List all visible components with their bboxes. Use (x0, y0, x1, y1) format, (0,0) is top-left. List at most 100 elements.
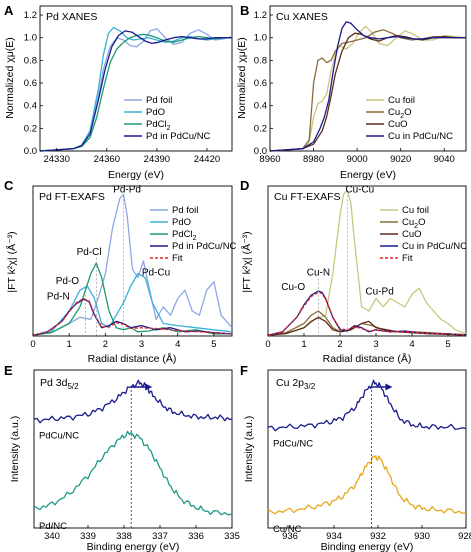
x-tick-label-f-0: 936 (282, 531, 298, 542)
ticks-group-c: 0 1 2 3 4 5 (30, 333, 217, 350)
legend-label-d-0: Cu foil (402, 205, 429, 216)
legend-label-c-3: Pd in PdCu/NC (172, 241, 237, 252)
x-tick-label-a-0: 24330 (43, 154, 69, 165)
panel-e: E Pd 3d5/2 340 339 338 337 336 335 PdCu/NC Pd/… (4, 363, 240, 552)
y-axis-label-a: Normalized χμ(E) (4, 37, 16, 119)
x-tick-label-d-4: 4 (409, 339, 414, 350)
panel-a: A Pd XANES 24330 24360 24390 24420 0.0 0.2 0.4… (4, 3, 233, 181)
series-line-d-3 (267, 290, 467, 336)
ticks-group-b: 8960 8980 9000 9020 9040 0.0 0.2 0.4 0.6 0.8 1.0 1.… (254, 10, 455, 165)
y-tick-label-b-0: 0.0 (254, 146, 267, 157)
peak-label-d-2: Cu-O (281, 282, 305, 293)
x-tick-label-e-4: 336 (188, 531, 204, 542)
x-tick-label-a-3: 24420 (194, 154, 220, 165)
xps-line-f-0 (267, 379, 467, 432)
y-tick-label-a-1: 0.2 (24, 123, 37, 134)
plot-frame-e (33, 369, 233, 529)
y-tick-label-b-3: 0.6 (254, 78, 267, 89)
legend-label-b-2: CuO (388, 119, 408, 130)
x-tick-label-d-5: 5 (445, 339, 450, 350)
y-tick-label-a-3: 0.6 (24, 78, 37, 89)
curve-label-f-0: PdCu/NC (273, 438, 313, 449)
legend-label-a-3: Pd in PdCu/NC (146, 131, 211, 142)
legend-label-c-1: PdO (172, 217, 191, 228)
x-tick-label-f-1: 934 (326, 531, 342, 542)
series-group-e (33, 379, 233, 528)
panel-title-c: Pd FT-EXAFS (39, 191, 105, 203)
x-tick-label-b-1: 8980 (303, 154, 324, 165)
curve-labels-e: PdCu/NC Pd/NC (39, 431, 79, 532)
legend-label-a-2: PdCl2 (146, 119, 171, 132)
y-tick-label-b-4: 0.8 (254, 55, 267, 66)
panel-letter-a: A (4, 3, 14, 18)
series-group-d (267, 189, 467, 336)
y-tick-label-a-0: 0.0 (24, 146, 37, 157)
y-tick-label-b-1: 0.2 (254, 123, 267, 134)
plot-frame-a (39, 5, 233, 152)
series-line-a-3 (39, 30, 232, 152)
peak-label-c-1: Pd-Cl (77, 247, 102, 258)
x-axis-label-a: Energy (eV) (108, 169, 164, 181)
x-tick-label-e-3: 337 (152, 531, 168, 542)
shift-arrow-head-f (385, 383, 393, 391)
curve-labels-f: PdCu/NC Cu/NC (273, 438, 313, 535)
x-tick-label-f-3: 930 (414, 531, 430, 542)
x-axis-label-d: Radial distance (Å) (323, 352, 412, 365)
panel-letter-b: B (240, 3, 249, 18)
legend-label-a-1: PdO (146, 107, 165, 118)
x-tick-label-e-0: 340 (44, 531, 60, 542)
legend-label-b-3: Cu in PdCu/NC (388, 131, 453, 142)
x-axis-label-f: Binding energy (eV) (321, 541, 414, 552)
peak-label-c-0: Pd-Pd (113, 184, 141, 195)
x-tick-label-b-3: 9020 (390, 154, 411, 165)
x-tick-label-c-0: 0 (30, 339, 35, 350)
x-tick-label-b-2: 9000 (347, 154, 368, 165)
panel-title-d: Cu FT-EXAFS (274, 191, 341, 203)
series-line-c-2 (32, 262, 232, 336)
y-tick-label-a-5: 1.0 (24, 33, 37, 44)
x-tick-label-e-1: 339 (80, 531, 96, 542)
peak-label-d-1: Cu-N (307, 268, 330, 279)
x-tick-label-f-4: 928 (458, 531, 471, 542)
panel-letter-d: D (240, 178, 249, 193)
x-tick-label-d-2: 2 (337, 339, 342, 350)
plot-frame-d (267, 185, 467, 337)
curve-label-f-1: Cu/NC (273, 524, 302, 535)
series-group-b (269, 21, 467, 152)
x-axis-label-e: Binding energy (eV) (87, 541, 180, 552)
panel-letter-c: C (4, 178, 14, 193)
peak-label-c-2: Pd-O (56, 276, 80, 287)
panel-letter-e: E (4, 363, 13, 378)
x-axis-label-b: Energy (eV) (340, 169, 396, 181)
panel-title-a: Pd XANES (46, 11, 97, 23)
curve-label-e-0: PdCu/NC (39, 431, 79, 442)
x-tick-label-c-5: 5 (211, 339, 216, 350)
xps-line-e-0 (33, 379, 233, 424)
x-tick-label-e-5: 335 (224, 531, 240, 542)
series-line-b-3 (269, 21, 466, 152)
panel-title-b: Cu XANES (276, 11, 328, 23)
panel-title-e: Pd 3d5/2 (40, 377, 79, 391)
series-line-c-0 (32, 193, 233, 336)
x-tick-label-d-0: 0 (265, 339, 270, 350)
y-axis-label-e: Intensity (a.u.) (9, 416, 21, 483)
ticks-group-a: 24330 24360 24390 24420 0.0 0.2 0.4 0.6 0.8 1.0 1.… (24, 10, 220, 165)
plot-frame-c (32, 185, 233, 337)
y-axis-label-d: |FT k²χ| (Å⁻³) (240, 231, 253, 292)
plot-frame-f (267, 369, 467, 529)
x-tick-label-c-3: 3 (139, 339, 144, 350)
series-line-d-0 (267, 189, 467, 336)
y-axis-label-f: Intensity (a.u.) (243, 416, 255, 483)
shift-arrow-head-e (145, 383, 153, 391)
x-tick-label-e-2: 338 (116, 531, 132, 542)
series-line-c-4 (32, 297, 233, 336)
plot-frame-b (269, 5, 467, 152)
y-tick-label-b-2: 0.4 (254, 101, 267, 112)
legend-label-d-3: Cu in PdCu/NC (402, 241, 467, 252)
series-line-d-4 (267, 291, 467, 336)
